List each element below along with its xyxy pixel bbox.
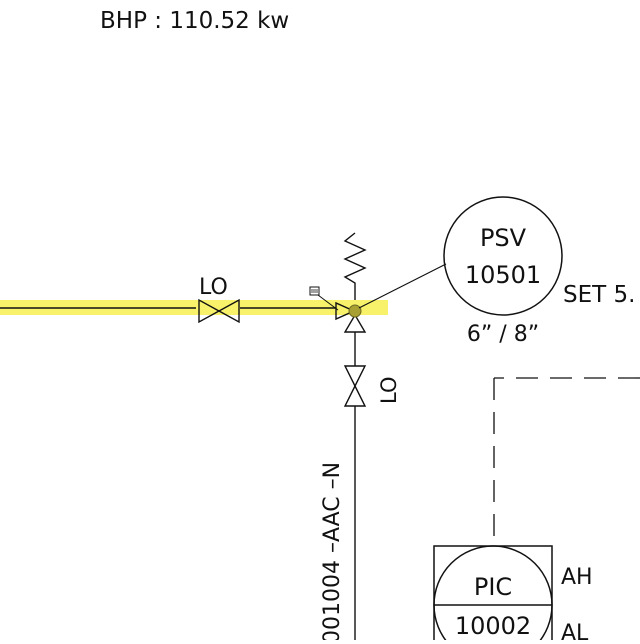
relief-valve[interactable] [335,232,367,333]
pic-tag: PIC [474,573,512,601]
pic-alarm-high: AH [561,565,593,590]
valve-left-lo-label: LO [199,275,228,300]
psv-set-pressure: SET 5. [563,282,635,308]
junction-dot [348,304,362,318]
psv-tag: PSV [480,224,527,252]
pic-alarm-low: AL [561,621,589,640]
signal-line-dashed [493,377,640,548]
pic-number: 10002 [455,612,531,640]
psv-number: 10501 [465,261,541,289]
instrument-tag-box [309,286,339,311]
psv-instrument-balloon[interactable] [443,196,563,316]
psv-size: 6” / 8” [467,322,539,347]
psv-leader-line [358,263,447,309]
gate-valve-vertical[interactable] [343,365,367,407]
bhp-text: BHP : 110.52 kw [100,8,289,34]
gate-valve-left[interactable] [198,298,240,324]
line-number-label: 001004 –AAC –N [320,462,345,640]
pic-controller[interactable] [433,545,553,644]
relief-valve-spring [343,232,367,300]
valve-vertical-lo-label: LO [377,377,401,404]
